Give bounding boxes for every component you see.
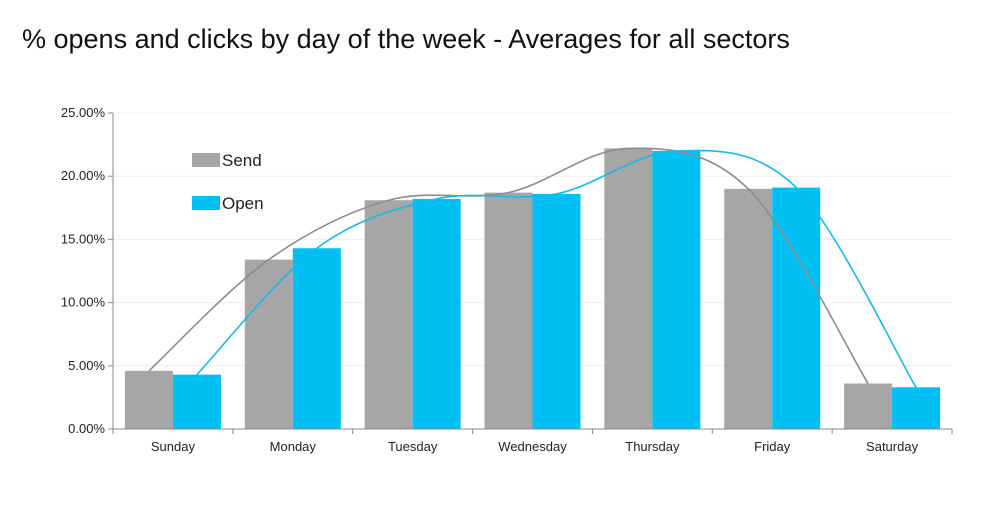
- legend-swatch-open: [192, 196, 220, 210]
- x-tick-label: Friday: [754, 439, 791, 454]
- axes: 0.00% 5.00% 10.00% 15.00% 20.00% 25.00% Sunday…: [61, 105, 953, 454]
- bars: [124, 148, 941, 430]
- trend-line-send: [148, 147, 869, 384]
- x-tick-label: Saturday: [866, 439, 919, 454]
- y-tick-label: 0.00%: [68, 421, 105, 436]
- bar-open-saturday: [892, 387, 941, 429]
- bar-open-wednesday: [532, 193, 581, 429]
- bar-open-sunday: [172, 374, 221, 429]
- bar-open-tuesday: [412, 198, 461, 429]
- bar-send-tuesday: [364, 200, 413, 429]
- bar-send-sunday: [124, 370, 173, 429]
- x-tick-label: Thursday: [625, 439, 680, 454]
- bar-send-thursday: [604, 148, 653, 429]
- bar-open-friday: [772, 187, 821, 429]
- y-tick-label: 20.00%: [61, 168, 106, 183]
- bar-send-friday: [724, 188, 773, 429]
- y-tick-label: 5.00%: [68, 358, 105, 373]
- trend-lines: [148, 147, 917, 388]
- legend-swatch-send: [192, 153, 220, 167]
- chart-title: % opens and clicks by day of the week - …: [22, 24, 790, 54]
- x-tick-label: Wednesday: [498, 439, 567, 454]
- bar-send-wednesday: [484, 192, 533, 429]
- legend-label-send: Send: [222, 151, 262, 170]
- y-tick-label: 25.00%: [61, 105, 106, 120]
- legend-label-open: Open: [222, 194, 264, 213]
- bar-send-monday: [244, 259, 293, 429]
- bar-open-monday: [292, 248, 341, 429]
- y-tick-label: 15.00%: [61, 231, 106, 246]
- x-tick-label: Monday: [270, 439, 317, 454]
- trend-line-open: [196, 149, 917, 388]
- bar-open-thursday: [652, 150, 701, 430]
- y-tick-label: 10.00%: [61, 295, 106, 310]
- legend: Send Open: [192, 151, 264, 213]
- x-tick-label: Sunday: [151, 439, 196, 454]
- bar-send-saturday: [844, 383, 893, 429]
- x-tick-label: Tuesday: [388, 439, 438, 454]
